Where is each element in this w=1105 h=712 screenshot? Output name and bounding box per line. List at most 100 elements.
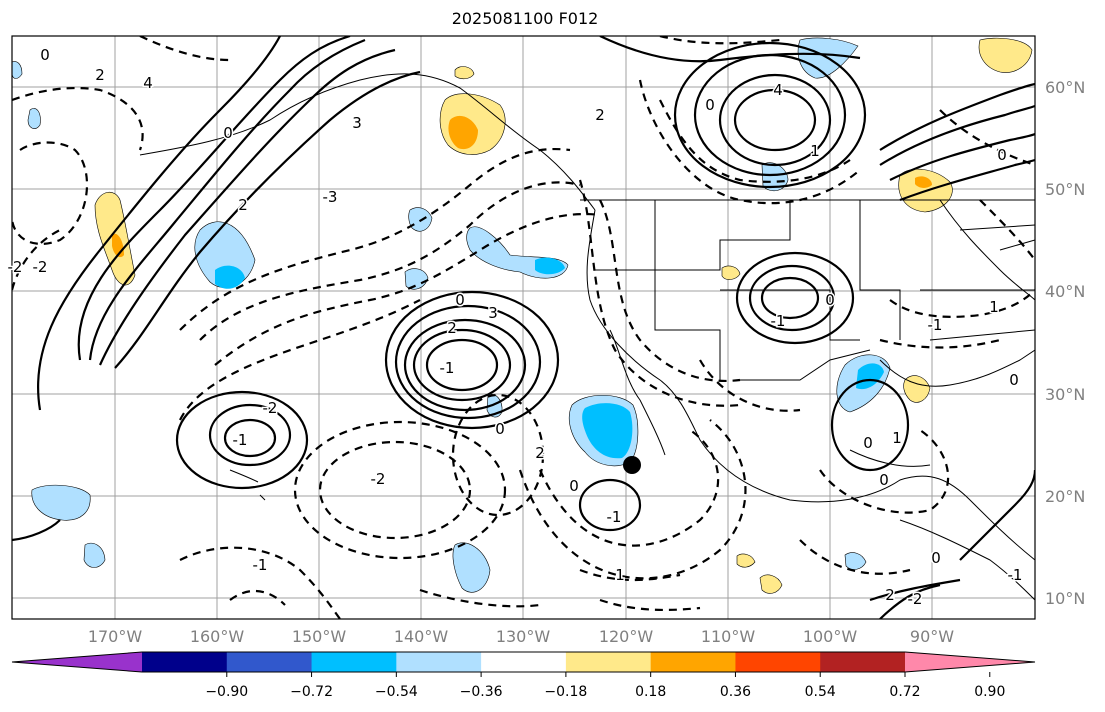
contour-label-halo: 0 bbox=[1009, 371, 1019, 389]
lat-label-20: 20°N bbox=[1045, 487, 1085, 506]
solid-contours bbox=[12, 36, 1035, 619]
colorbar-tick-label: −0.72 bbox=[290, 684, 333, 700]
coastlines bbox=[139, 73, 1035, 601]
contour-label: 2 bbox=[595, 106, 605, 124]
contour-label-halo: 2 bbox=[238, 196, 248, 214]
contour-label-halo: 2 bbox=[885, 586, 895, 604]
contour-label-halo: -3 bbox=[323, 188, 338, 206]
lat-label-40: 40°N bbox=[1045, 282, 1085, 301]
contour-label: 0 bbox=[223, 124, 233, 142]
contour-label-halo: 0 bbox=[863, 434, 873, 452]
lon-label-110w: 110°W bbox=[701, 627, 756, 646]
contour-label-halo: 0 bbox=[879, 471, 889, 489]
colorbar-tick-label: −0.18 bbox=[544, 684, 587, 700]
contour-label-halo: 3 bbox=[352, 114, 362, 132]
contour-label: 0 bbox=[863, 434, 873, 452]
contour-label: -1 bbox=[928, 316, 943, 334]
contour-label-halo: -2 bbox=[263, 399, 278, 417]
lon-label-140w: 140°W bbox=[394, 627, 449, 646]
contour-label-halo: 0 bbox=[931, 549, 941, 567]
contour-label: 4 bbox=[143, 74, 153, 92]
contour-label-halo: -1 bbox=[607, 508, 622, 526]
colorbar-segment bbox=[735, 652, 821, 672]
contour-label: 0 bbox=[825, 291, 835, 309]
lon-label-170w: 170°W bbox=[88, 627, 143, 646]
contour-label-halo: -1 bbox=[233, 431, 248, 449]
contour-label: 0 bbox=[455, 291, 465, 309]
contour-label: 0 bbox=[705, 96, 715, 114]
colorbar-tick-label: −0.36 bbox=[460, 684, 503, 700]
contour-label: 3 bbox=[488, 304, 498, 322]
contour-label: -2 bbox=[908, 590, 923, 608]
contour-label-halo: 3 bbox=[488, 304, 498, 322]
colorbar-segment bbox=[650, 652, 736, 672]
contour-label-halo: 0 bbox=[40, 46, 50, 64]
contour-label-halo: 0 bbox=[825, 291, 835, 309]
contour-label: -2 bbox=[371, 470, 386, 488]
contour-label: 2 bbox=[447, 319, 457, 337]
map-content bbox=[12, 36, 1035, 619]
contour-label-halo: 0 bbox=[455, 291, 465, 309]
contour-label-halo: -1 bbox=[1008, 566, 1023, 584]
contour-label: 2 bbox=[885, 586, 895, 604]
contour-label: -2 bbox=[33, 258, 48, 276]
lat-label-50: 50°N bbox=[1045, 180, 1085, 199]
lat-label-60: 60°N bbox=[1045, 78, 1085, 97]
contour-label-halo: 0 bbox=[569, 477, 579, 495]
colorbar-extend-high bbox=[905, 652, 1035, 672]
map-frame bbox=[11, 35, 1036, 620]
contour-label: 0 bbox=[997, 146, 1007, 164]
contour-label: -3 bbox=[323, 188, 338, 206]
map-title: 2025081100 F012 bbox=[451, 9, 599, 28]
lon-label-100w: 100°W bbox=[803, 627, 858, 646]
contour-label: -1 bbox=[1008, 566, 1023, 584]
contour-label-halo: 0 bbox=[495, 420, 505, 438]
contour-label-halo: -2 bbox=[908, 590, 923, 608]
contour-label-halo: 1 bbox=[989, 298, 999, 316]
contour-label: -1 bbox=[233, 431, 248, 449]
contour-label-halo: 2 bbox=[95, 66, 105, 84]
colorbar-outline bbox=[11, 651, 1036, 673]
lon-label-160w: 160°W bbox=[190, 627, 245, 646]
lon-label-120w: 120°W bbox=[599, 627, 654, 646]
contour-label: 0 bbox=[569, 477, 579, 495]
lon-axis: 170°W 160°W 150°W 140°W 130°W 120°W 110°… bbox=[88, 627, 954, 646]
contour-label-halo: 1 bbox=[615, 566, 625, 584]
contour-label: -1 bbox=[253, 556, 268, 574]
colorbar-tick-label: 0.72 bbox=[889, 684, 920, 700]
lon-label-90w: 90°W bbox=[910, 627, 954, 646]
contour-label: 4 bbox=[773, 81, 783, 99]
contour-label-halo: -2 bbox=[33, 258, 48, 276]
contour-label-halo: -1 bbox=[253, 556, 268, 574]
colorbar-segment bbox=[226, 652, 313, 672]
contour-label-halo: -1 bbox=[771, 312, 786, 330]
contour-label-halo: -2 bbox=[8, 258, 23, 276]
contour-label: -1 bbox=[440, 359, 455, 377]
contour-label-halo: 0 bbox=[997, 146, 1007, 164]
colorbar-tick-label: 0.36 bbox=[720, 684, 751, 700]
colorbar-tick-label: 0.90 bbox=[974, 684, 1005, 700]
colorbar-segment bbox=[820, 652, 906, 672]
contour-label-halo: 4 bbox=[773, 81, 783, 99]
contour-label-halo: 2 bbox=[447, 319, 457, 337]
colorbar: −0.90 −0.72 −0.54 −0.36 −0.18 0.18 0.36 0.54 0.7… bbox=[11, 651, 1036, 700]
colorbar-segment bbox=[481, 652, 567, 672]
lon-label-130w: 130°W bbox=[496, 627, 551, 646]
location-marker bbox=[623, 456, 641, 474]
contour-label-halo: 1 bbox=[810, 142, 820, 160]
colorbar-tick-label: −0.90 bbox=[205, 684, 248, 700]
contour-label-halo: 0 bbox=[223, 124, 233, 142]
contour-label: 0 bbox=[931, 549, 941, 567]
contour-label-halo: 0 bbox=[705, 96, 715, 114]
contour-label: -2 bbox=[8, 258, 23, 276]
colorbar-segment bbox=[565, 652, 652, 672]
colorbar-tick-label: 0.18 bbox=[635, 684, 666, 700]
contour-label: 1 bbox=[810, 142, 820, 160]
lon-label-150w: 150°W bbox=[292, 627, 347, 646]
contour-label: 3 bbox=[352, 114, 362, 132]
colorbar-tick-label: −0.54 bbox=[375, 684, 418, 700]
contour-label-halo: 1 bbox=[892, 429, 902, 447]
colorbar-segment bbox=[396, 652, 482, 672]
contour-label: -2 bbox=[263, 399, 278, 417]
